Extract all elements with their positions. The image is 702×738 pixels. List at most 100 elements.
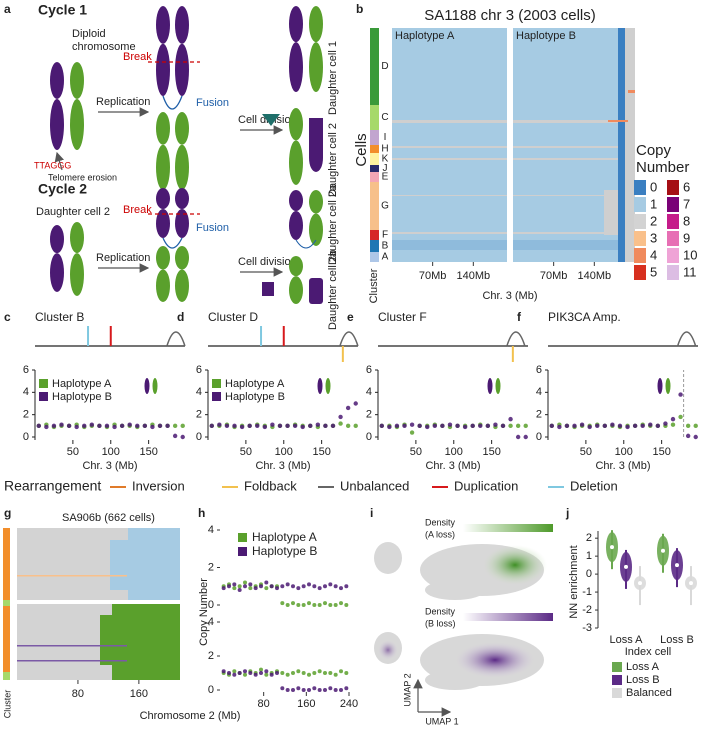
point (339, 669, 343, 674)
legend-label: Inversion (132, 478, 185, 493)
legend-label: 6 (683, 179, 690, 194)
point (387, 424, 392, 430)
panel-label: f (517, 310, 522, 324)
point (180, 434, 185, 440)
chromosome-arm (175, 144, 189, 191)
icon (325, 378, 331, 394)
panel-label: e (347, 310, 354, 324)
legend-label: 9 (683, 230, 690, 245)
legend-label: Haplotype A (52, 378, 112, 390)
umap-cloud (425, 580, 485, 600)
legend-swatch (634, 265, 646, 280)
legend-label: Haplotype A (225, 378, 285, 390)
y-tick-label: 0 (366, 431, 372, 443)
heatmap-row (392, 146, 507, 148)
fragment (262, 114, 280, 126)
point (317, 669, 322, 674)
panel-title: Cluster D (208, 310, 258, 324)
legend-label: 2 (650, 213, 657, 228)
note: Daughter cell 2 (36, 206, 110, 218)
point (296, 586, 301, 591)
heatmap-row (608, 120, 628, 122)
point (291, 584, 295, 589)
chromosome-arm (289, 6, 303, 43)
x-tick-label: 50 (410, 446, 422, 458)
chromosome-arm (50, 98, 64, 150)
point (339, 601, 343, 606)
heatmap-row (513, 240, 628, 250)
point (239, 424, 245, 430)
point (172, 433, 178, 439)
x-tick-label: 80 (258, 698, 270, 710)
x-tick-label: 100 (102, 446, 120, 458)
x-axis-label: Chr. 3 (Mb) (425, 460, 480, 472)
point (165, 423, 170, 429)
point (248, 582, 253, 587)
median (675, 563, 679, 568)
legend-label: 1 (650, 196, 657, 211)
x-tick-label: 160 (130, 688, 148, 700)
point (333, 672, 338, 677)
point (344, 603, 349, 607)
point (307, 601, 311, 606)
point (678, 392, 683, 397)
point (523, 423, 528, 429)
cluster-band (3, 606, 10, 672)
panel-label: d (177, 310, 184, 324)
cluster-band (3, 528, 10, 600)
legend-swatch (212, 379, 221, 388)
point (232, 672, 237, 677)
x-tick-label: 100 (445, 446, 463, 458)
x-tick-label: 100 (615, 446, 633, 458)
point (549, 423, 554, 429)
fusion-label: Fusion (196, 222, 229, 234)
umap-density (378, 640, 398, 660)
heatmap-block (604, 190, 618, 235)
umap-label: UMAP 2 (402, 673, 412, 706)
point (455, 423, 460, 429)
point (269, 584, 274, 589)
point (339, 688, 343, 692)
point (632, 423, 638, 429)
x-tick-label: 50 (580, 446, 592, 458)
legend-swatch (238, 533, 247, 542)
point (285, 672, 290, 677)
icon (317, 378, 323, 394)
heatmap-row (513, 232, 628, 234)
y-tick-label: 0 (23, 431, 29, 443)
point (172, 423, 178, 429)
chromosome-arm (156, 188, 170, 209)
chromosome-arm (156, 6, 170, 44)
y-tick-label: 4 (208, 524, 214, 536)
legend-swatch (634, 180, 646, 195)
legend-label: Balanced (626, 687, 672, 699)
step-label: Replication (96, 252, 150, 264)
cluster-band (3, 672, 10, 680)
point (625, 424, 630, 430)
heatmap (392, 28, 507, 262)
chromosome-arm (175, 269, 189, 303)
telomere-seq: TTAGGG (34, 160, 71, 170)
chromosome-arm (175, 112, 189, 145)
y-tick-label: 2 (586, 532, 592, 544)
y-tick-label: 4 (208, 616, 214, 628)
y-tick-label: 2 (366, 409, 372, 421)
point (285, 582, 290, 587)
point (670, 416, 676, 422)
point (36, 423, 41, 429)
point (693, 423, 698, 429)
point (685, 423, 691, 429)
point (344, 686, 349, 691)
legend-label: Loss A (626, 661, 660, 673)
point (640, 423, 645, 429)
chromosome-arm (156, 144, 170, 191)
legend-swatch (39, 392, 48, 401)
y-tick-label: 4 (196, 386, 202, 398)
daughter-label: Daughter cell 2b (327, 250, 339, 330)
y-tick-label: 0 (586, 568, 592, 580)
point (587, 424, 592, 430)
point (280, 686, 285, 691)
legend-label: Haplotype A (252, 530, 317, 544)
chromosome-arm (289, 190, 303, 211)
point (315, 422, 321, 427)
